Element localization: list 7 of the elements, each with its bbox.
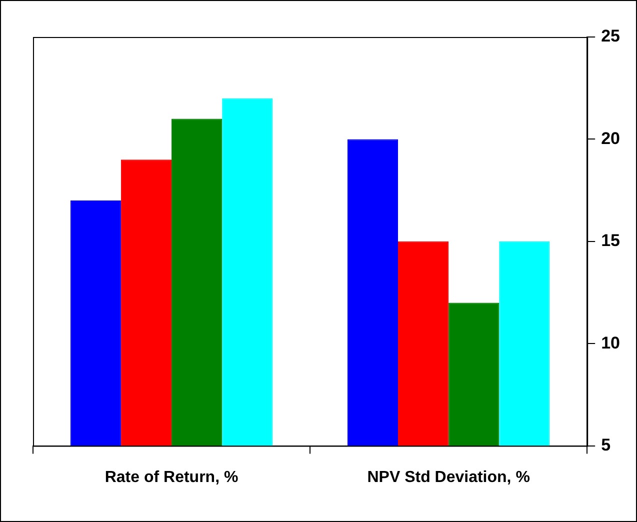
y-tick-label: 10 <box>601 333 620 352</box>
x-tick-label: Rate of Return, % <box>104 468 238 486</box>
y-tick-label: 5 <box>601 435 611 454</box>
x-tick-label: NPV Std Deviation, % <box>367 468 530 486</box>
y-tick-label: 20 <box>601 128 620 148</box>
y-tick-label: 15 <box>601 231 620 250</box>
y-tick-label: 25 <box>601 26 620 46</box>
